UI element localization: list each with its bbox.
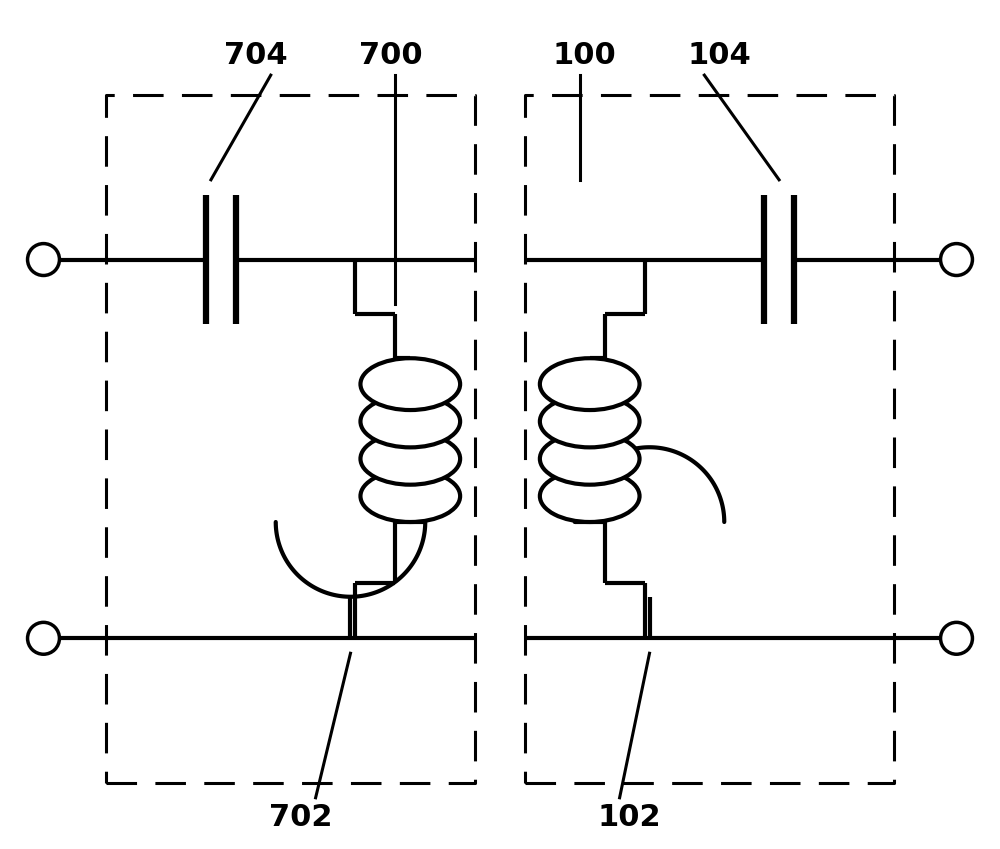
Ellipse shape [540,470,640,522]
Ellipse shape [540,433,640,485]
Text: 102: 102 [598,803,661,832]
Text: 104: 104 [687,41,751,70]
Ellipse shape [540,358,640,410]
Text: 704: 704 [224,41,288,70]
Ellipse shape [360,470,460,522]
Text: 702: 702 [269,803,332,832]
Ellipse shape [540,396,640,447]
Text: 700: 700 [359,41,422,70]
Ellipse shape [360,358,460,410]
Ellipse shape [360,433,460,485]
Ellipse shape [360,396,460,447]
Text: 100: 100 [553,41,617,70]
